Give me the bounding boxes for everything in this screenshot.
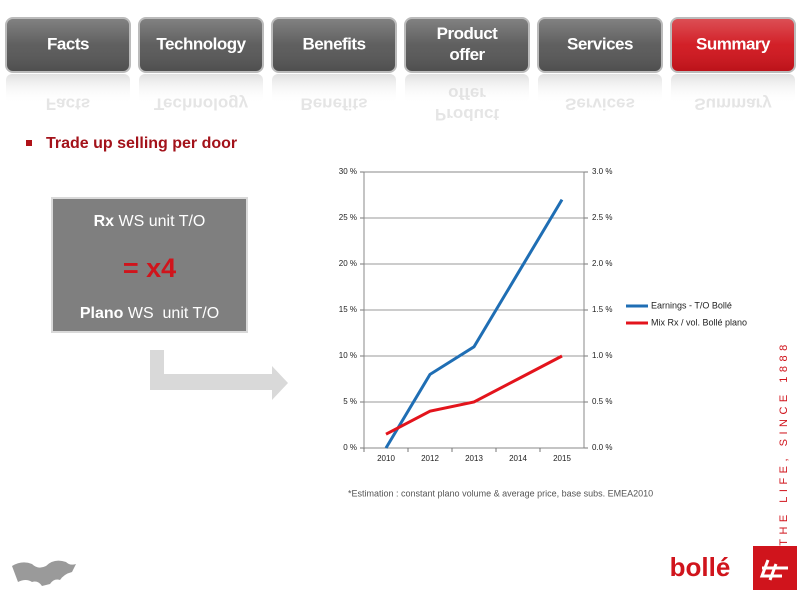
legend-label: Earnings - T/O Bollé <box>651 300 732 310</box>
tab-shine <box>406 19 528 71</box>
tab-reflection <box>6 74 130 104</box>
box-top-rest: WS unit T/O <box>114 213 205 230</box>
tab-label-reflection: Product <box>435 105 500 124</box>
bullet-marker <box>26 140 32 146</box>
series-line <box>384 198 564 449</box>
tab-shine <box>7 19 129 71</box>
y-tick-label: 10 % <box>339 351 357 360</box>
tagline: THE LIFE, SINCE 1888 <box>778 340 790 546</box>
y-tick-label: 15 % <box>339 305 357 314</box>
x-tick-label: 2012 <box>421 454 439 463</box>
tab-label-reflection: Facts <box>46 95 90 114</box>
tab-label: offer <box>449 45 485 64</box>
box-bottom: Plano WS unit T/O <box>80 305 219 322</box>
tab-label: Services <box>567 34 633 53</box>
footnote: *Estimation : constant plano volume & av… <box>348 488 653 498</box>
box-middle: = x4 <box>123 253 176 283</box>
tab-reflection <box>538 74 662 104</box>
y-tick-label: 5 % <box>343 397 357 406</box>
tab-label: Benefits <box>302 34 365 53</box>
tab-label-reflection: Summary <box>694 95 772 114</box>
box-top: Rx WS unit T/O <box>94 213 206 230</box>
bullet-text: Trade up selling per door <box>46 135 237 152</box>
tab-label: Technology <box>156 34 246 53</box>
logo-icon-mark <box>759 559 788 581</box>
y2-tick-label: 1.0 % <box>592 351 612 360</box>
y2-tick-label: 2.0 % <box>592 259 612 268</box>
y-tick-label: 0 % <box>343 443 357 452</box>
tab-shine <box>539 19 661 71</box>
tab-shine <box>273 19 395 71</box>
tab-shine <box>140 19 262 71</box>
tab-label: Summary <box>696 34 771 53</box>
y2-tick-label: 0.5 % <box>592 397 612 406</box>
tab-label: Facts <box>47 34 89 53</box>
world-map-icon <box>12 560 76 586</box>
ratio-box <box>51 197 248 333</box>
box-top-bold: Rx <box>94 213 115 230</box>
y2-tick-label: 0.0 % <box>592 443 612 452</box>
series-line <box>385 354 563 436</box>
y-tick-label: 20 % <box>339 259 357 268</box>
y-tick-label: 25 % <box>339 213 357 222</box>
y2-tick-label: 3.0 % <box>592 167 612 176</box>
x-tick-label: 2013 <box>465 454 483 463</box>
tab-reflection <box>139 74 263 104</box>
y2-tick-label: 1.5 % <box>592 305 612 314</box>
tab-label: Product <box>437 24 499 43</box>
box-bottom-bold: Plano <box>80 305 124 322</box>
box-bottom-rest: WS unit T/O <box>123 305 219 322</box>
x-tick-label: 2015 <box>553 454 571 463</box>
nav-tabs: Facts Facts Technology Technology Benefits Be… <box>5 17 796 124</box>
x-tick-label: 2014 <box>509 454 527 463</box>
tab-reflection <box>671 74 795 104</box>
tab-shine <box>672 19 794 71</box>
tab-reflection <box>272 74 396 104</box>
tab-reflection <box>405 74 529 104</box>
x-tick-label: 2010 <box>377 454 395 463</box>
tab-label-reflection: Services <box>565 95 635 114</box>
tab-label-reflection: Benefits <box>300 95 367 114</box>
logo-text: bollé <box>670 552 731 582</box>
chart: 0 % 5 % 10 % 15 % 20 % 25 % 30 % 0.0 % 0.5 % 1.0 … <box>339 167 747 463</box>
arrow <box>150 350 288 400</box>
plot-frame <box>363 171 585 449</box>
y2-tick-label: 2.5 % <box>592 213 612 222</box>
legend-label: Mix Rx / vol. Bollé plano <box>651 317 747 327</box>
tab-label-reflection: offer <box>448 84 486 103</box>
y-tick-label: 30 % <box>339 167 357 176</box>
tab-label-reflection: Technology <box>154 95 249 114</box>
